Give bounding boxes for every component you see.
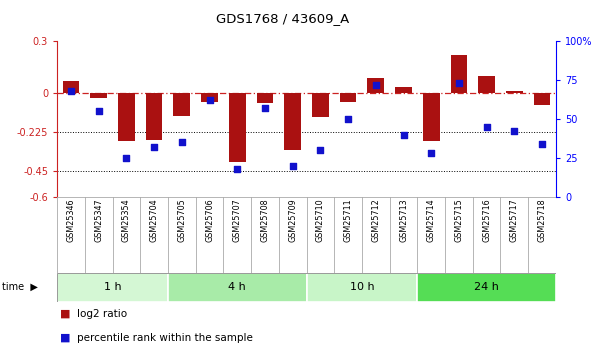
Bar bbox=[174, 93, 190, 116]
Bar bbox=[506, 90, 523, 93]
Point bbox=[316, 147, 325, 153]
Bar bbox=[534, 93, 551, 105]
Point bbox=[343, 116, 353, 122]
Point bbox=[537, 141, 547, 147]
Point bbox=[149, 144, 159, 150]
Bar bbox=[307, 273, 417, 302]
Bar bbox=[478, 76, 495, 93]
Bar bbox=[257, 93, 273, 104]
Point bbox=[205, 98, 215, 103]
Point bbox=[398, 132, 408, 137]
Text: 10 h: 10 h bbox=[350, 282, 374, 292]
Text: GSM25707: GSM25707 bbox=[233, 198, 242, 242]
Point bbox=[288, 163, 297, 168]
Bar bbox=[395, 87, 412, 93]
Text: GSM25714: GSM25714 bbox=[427, 198, 436, 242]
Text: GSM25708: GSM25708 bbox=[260, 198, 269, 242]
Bar bbox=[201, 93, 218, 102]
Bar bbox=[284, 93, 301, 150]
Bar bbox=[146, 93, 162, 140]
Point bbox=[94, 108, 103, 114]
Bar bbox=[451, 55, 467, 93]
Text: GSM25709: GSM25709 bbox=[288, 198, 297, 242]
Text: GSM25715: GSM25715 bbox=[454, 198, 463, 242]
Text: GSM25354: GSM25354 bbox=[122, 198, 131, 242]
Bar bbox=[229, 93, 246, 162]
Point bbox=[454, 80, 464, 86]
Bar bbox=[63, 81, 79, 93]
Text: GSM25705: GSM25705 bbox=[177, 198, 186, 242]
Text: percentile rank within the sample: percentile rank within the sample bbox=[77, 333, 253, 343]
Text: GDS1768 / 43609_A: GDS1768 / 43609_A bbox=[216, 12, 349, 25]
Text: GSM25718: GSM25718 bbox=[537, 198, 546, 242]
Point bbox=[66, 88, 76, 94]
Bar bbox=[367, 78, 384, 93]
Text: log2 ratio: log2 ratio bbox=[77, 309, 127, 319]
Point bbox=[233, 166, 242, 171]
Point bbox=[121, 155, 131, 160]
Text: time  ▶: time ▶ bbox=[2, 282, 38, 292]
Text: GSM25717: GSM25717 bbox=[510, 198, 519, 242]
Bar bbox=[168, 273, 307, 302]
Text: GSM25347: GSM25347 bbox=[94, 198, 103, 242]
Point bbox=[427, 150, 436, 156]
Point bbox=[371, 82, 380, 88]
Text: GSM25711: GSM25711 bbox=[344, 198, 353, 242]
Bar bbox=[340, 93, 356, 102]
Text: 1 h: 1 h bbox=[104, 282, 121, 292]
Bar bbox=[118, 93, 135, 141]
Point bbox=[510, 129, 519, 134]
Point bbox=[177, 139, 187, 145]
Text: GSM25713: GSM25713 bbox=[399, 198, 408, 242]
Text: ■: ■ bbox=[60, 333, 70, 343]
Bar bbox=[312, 93, 329, 117]
Text: GSM25346: GSM25346 bbox=[67, 198, 76, 241]
Point bbox=[260, 106, 270, 111]
Bar bbox=[423, 93, 439, 141]
Point bbox=[482, 124, 492, 129]
Text: 24 h: 24 h bbox=[474, 282, 499, 292]
Text: ■: ■ bbox=[60, 309, 70, 319]
Text: GSM25712: GSM25712 bbox=[371, 198, 380, 242]
Bar bbox=[417, 273, 556, 302]
Text: GSM25706: GSM25706 bbox=[205, 198, 214, 242]
Text: GSM25716: GSM25716 bbox=[482, 198, 491, 242]
Text: GSM25704: GSM25704 bbox=[150, 198, 159, 242]
Text: GSM25710: GSM25710 bbox=[316, 198, 325, 242]
Bar bbox=[57, 273, 168, 302]
Bar bbox=[90, 93, 107, 98]
Text: 4 h: 4 h bbox=[228, 282, 246, 292]
